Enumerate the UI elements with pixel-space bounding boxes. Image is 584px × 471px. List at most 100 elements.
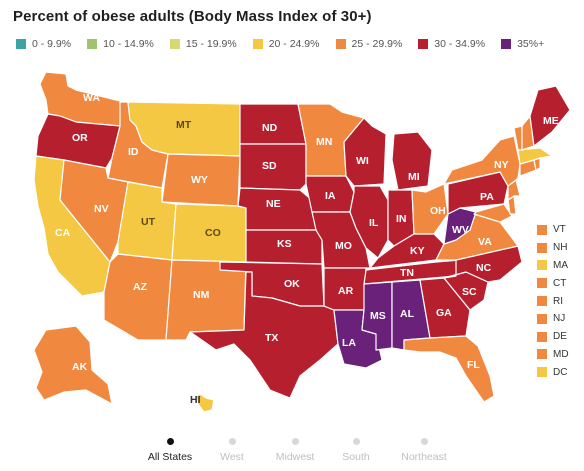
state-label: MS xyxy=(370,310,386,322)
state-md[interactable] xyxy=(473,203,513,223)
small-state-item[interactable]: MD xyxy=(537,346,569,364)
small-state-swatch xyxy=(537,331,547,342)
state-ks[interactable] xyxy=(245,229,323,265)
small-state-label: MA xyxy=(553,259,568,271)
small-state-item[interactable]: NH xyxy=(537,239,569,257)
small-state-label: MD xyxy=(553,348,569,360)
nav-dot xyxy=(166,438,174,445)
state-label: NM xyxy=(193,289,210,301)
state-mi[interactable] xyxy=(391,131,433,191)
nav-label: All States xyxy=(147,451,193,463)
nav-west[interactable]: West xyxy=(204,438,260,463)
state-label: KY xyxy=(410,245,425,257)
nav-south[interactable]: South xyxy=(328,438,384,463)
legend-item: 35%+ xyxy=(501,38,544,50)
small-state-label: NJ xyxy=(553,313,566,325)
nav-northeast[interactable]: Northeast xyxy=(390,438,458,463)
legend-swatch xyxy=(16,39,26,49)
state-ga[interactable] xyxy=(419,277,471,339)
small-state-swatch xyxy=(537,224,547,235)
state-label: AR xyxy=(338,285,354,297)
state-label: WY xyxy=(191,174,208,186)
small-state-item[interactable]: RI xyxy=(537,292,569,310)
state-fl[interactable] xyxy=(403,335,495,403)
nav-dot xyxy=(228,438,236,445)
state-label: CO xyxy=(205,227,221,239)
legend-label: 10 - 14.9% xyxy=(103,38,154,50)
state-label: FL xyxy=(467,359,480,371)
nav-all-states[interactable]: All States xyxy=(140,438,200,463)
state-ma[interactable] xyxy=(517,147,553,165)
legend-label: 0 - 9.9% xyxy=(32,38,72,50)
small-state-label: CT xyxy=(553,277,567,289)
state-label: OK xyxy=(284,278,300,290)
legend-swatch xyxy=(87,39,98,49)
state-il[interactable] xyxy=(349,185,389,259)
state-az[interactable] xyxy=(103,253,173,341)
legend-swatch xyxy=(252,39,263,49)
nav-label: Northeast xyxy=(401,451,447,463)
legend: 0 - 9.9% 10 - 14.9% 15 - 19.9% 20 - 24.9… xyxy=(16,38,560,50)
state-label: AL xyxy=(400,308,415,320)
nav-midwest[interactable]: Midwest xyxy=(264,438,326,463)
small-state-swatch xyxy=(537,367,547,378)
legend-swatch xyxy=(501,39,512,49)
state-label: WI xyxy=(356,155,369,167)
state-hi[interactable] xyxy=(195,393,215,413)
small-state-swatch xyxy=(537,242,547,253)
state-label: MT xyxy=(176,119,192,131)
state-sd[interactable] xyxy=(239,143,307,191)
nav-label: Midwest xyxy=(275,451,315,463)
small-state-label: RI xyxy=(553,295,563,307)
small-state-item[interactable]: CT xyxy=(537,274,569,292)
state-label: ME xyxy=(543,115,559,127)
small-states-list: VT NH MA CT RI NJ DE MD DC xyxy=(537,221,569,381)
small-state-swatch xyxy=(537,278,547,289)
state-label: LA xyxy=(342,337,356,349)
legend-item: 20 - 24.9% xyxy=(252,38,320,50)
state-label: SD xyxy=(262,160,277,172)
state-label: WV xyxy=(452,224,469,236)
state-tx[interactable] xyxy=(189,271,339,399)
small-state-item[interactable]: VT xyxy=(537,221,569,239)
state-label: PA xyxy=(480,191,494,203)
legend-label: 30 - 34.9% xyxy=(434,38,486,50)
state-label: MI xyxy=(408,171,420,183)
state-label: AZ xyxy=(133,281,148,293)
map-title: Percent of obese adults (Body Mass Index… xyxy=(13,8,372,25)
state-labels: WA OR CA ID NV MT WY UT CO AZ NM ND SD N… xyxy=(55,92,559,406)
legend-item: 15 - 19.9% xyxy=(169,38,237,50)
state-me[interactable] xyxy=(529,85,571,147)
small-state-item[interactable]: NJ xyxy=(537,310,569,328)
small-state-swatch xyxy=(537,313,547,324)
small-state-item[interactable]: MA xyxy=(537,257,569,275)
legend-label: 15 - 19.9% xyxy=(185,38,237,50)
legend-item: 30 - 34.9% xyxy=(418,38,485,50)
state-ak[interactable] xyxy=(33,325,113,405)
state-label: NE xyxy=(266,198,281,210)
small-state-item[interactable]: DE xyxy=(537,328,569,346)
small-state-swatch xyxy=(537,349,547,360)
legend-item: 10 - 14.9% xyxy=(87,38,154,50)
state-label: OR xyxy=(72,132,88,144)
state-label: HI xyxy=(190,394,201,406)
state-label: ND xyxy=(262,122,278,134)
state-label: WA xyxy=(83,92,100,104)
state-label: OH xyxy=(430,205,446,217)
legend-item: 25 - 29.9% xyxy=(335,38,402,50)
state-wi[interactable] xyxy=(343,117,387,187)
legend-item: 0 - 9.9% xyxy=(16,38,71,50)
nav-dot xyxy=(291,438,299,445)
state-label: NC xyxy=(476,262,492,274)
small-state-item[interactable]: DC xyxy=(537,363,569,381)
legend-swatch xyxy=(169,39,180,49)
small-state-swatch xyxy=(537,260,547,271)
state-nc[interactable] xyxy=(443,245,523,283)
nav-dot xyxy=(352,438,360,445)
state-label: IL xyxy=(369,217,379,229)
state-label: TX xyxy=(265,332,278,344)
state-label: MN xyxy=(316,136,332,148)
state-label: GA xyxy=(436,307,452,319)
state-label: CA xyxy=(55,227,71,239)
legend-label: 20 - 24.9% xyxy=(268,38,320,50)
